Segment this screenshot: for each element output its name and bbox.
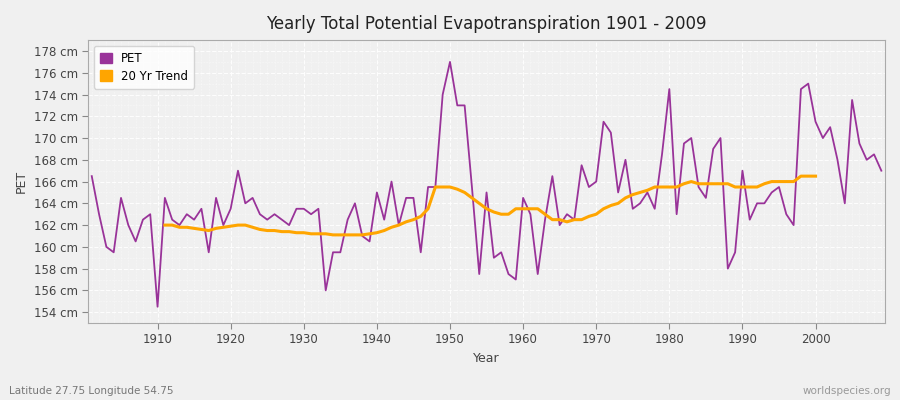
PET — [525, 212, 535, 217]
PET — [876, 168, 886, 173]
Line: 20 Yr Trend: 20 Yr Trend — [165, 176, 815, 235]
PET — [145, 212, 156, 217]
20 Yr Trend — [788, 179, 799, 184]
20 Yr Trend — [723, 181, 734, 186]
X-axis label: Year: Year — [473, 352, 500, 365]
20 Yr Trend — [364, 232, 375, 236]
PET — [532, 272, 543, 276]
20 Yr Trend — [707, 181, 718, 186]
PET — [313, 206, 324, 211]
PET — [357, 234, 368, 238]
PET — [445, 60, 455, 64]
20 Yr Trend — [796, 174, 806, 178]
20 Yr Trend — [810, 174, 821, 178]
20 Yr Trend — [159, 223, 170, 228]
Y-axis label: PET: PET — [15, 170, 28, 193]
20 Yr Trend — [248, 225, 258, 230]
Line: PET: PET — [92, 62, 881, 307]
PET — [86, 174, 97, 178]
Text: Latitude 27.75 Longitude 54.75: Latitude 27.75 Longitude 54.75 — [9, 386, 174, 396]
PET — [152, 304, 163, 309]
20 Yr Trend — [328, 232, 338, 237]
Title: Yearly Total Potential Evapotranspiration 1901 - 2009: Yearly Total Potential Evapotranspiratio… — [266, 15, 706, 33]
Text: worldspecies.org: worldspecies.org — [803, 386, 891, 396]
PET — [620, 158, 631, 162]
Legend: PET, 20 Yr Trend: PET, 20 Yr Trend — [94, 46, 194, 88]
20 Yr Trend — [620, 196, 631, 200]
